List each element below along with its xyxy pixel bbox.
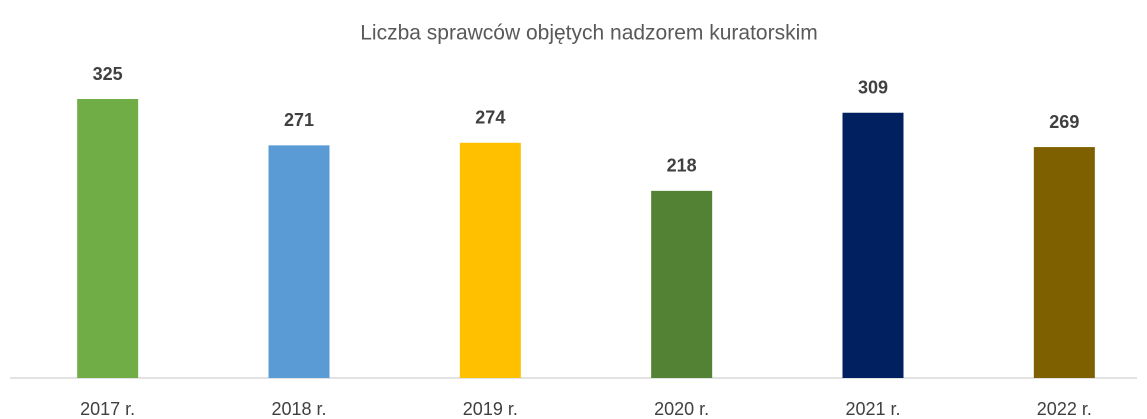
- data-label: 274: [475, 108, 505, 128]
- bar: [842, 112, 904, 378]
- bar: [459, 142, 521, 378]
- data-label: 325: [93, 64, 123, 84]
- x-tick-label: 2022 r.: [1037, 399, 1092, 419]
- bar: [651, 190, 713, 378]
- x-tick-label: 2020 r.: [654, 399, 709, 419]
- data-label: 309: [858, 77, 888, 97]
- x-tick-label: 2021 r.: [845, 399, 900, 419]
- chart-title: Liczba sprawców objętych nadzorem kurato…: [360, 22, 818, 45]
- x-tick-label: 2018 r.: [271, 399, 326, 419]
- bar: [268, 145, 330, 378]
- data-label: 269: [1049, 112, 1079, 132]
- data-label: 271: [284, 110, 314, 130]
- bar: [77, 99, 139, 378]
- bar: [1033, 147, 1095, 378]
- data-label: 218: [667, 156, 697, 176]
- x-tick-label: 2019 r.: [463, 399, 518, 419]
- x-tick-label: 2017 r.: [80, 399, 135, 419]
